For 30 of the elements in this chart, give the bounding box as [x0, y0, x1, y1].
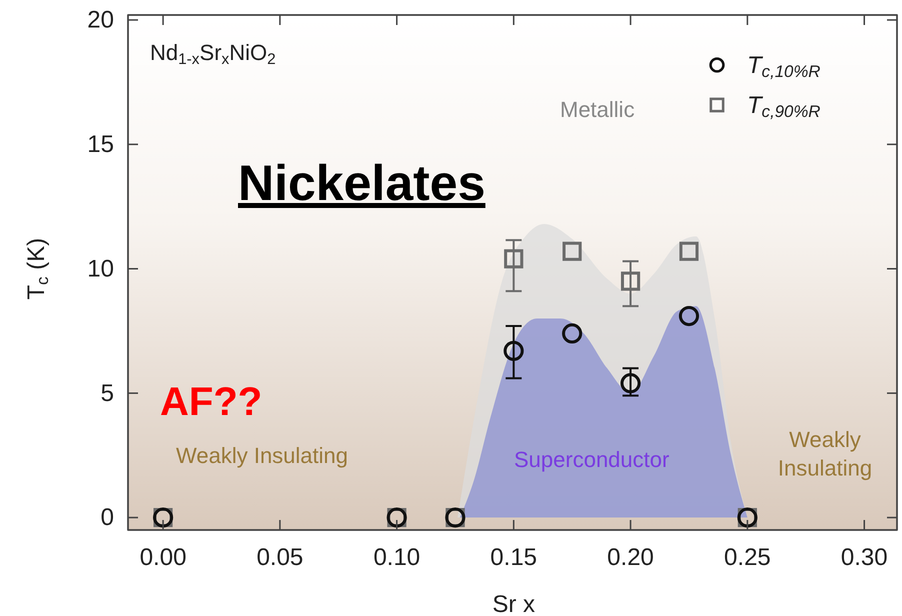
x-tick-label: 0.25	[724, 544, 771, 572]
point	[504, 249, 524, 268]
point	[562, 323, 582, 344]
y-tick-label: 10	[87, 255, 114, 282]
y-tick-label: 0	[100, 504, 114, 532]
annotation: Nd$_{1-x}$Sr$_{x}$NiO$_{2}$	[150, 40, 276, 68]
x-axis-title: Sr x	[492, 591, 536, 616]
y-tick-label: 20	[87, 6, 114, 34]
legend-label: T$_{c,10%R}$	[747, 52, 820, 82]
annotation: Metallic	[560, 97, 635, 122]
annotation: AF??	[160, 380, 262, 424]
point	[678, 306, 700, 326]
x-tick-label: 0.05	[256, 544, 304, 572]
point	[620, 373, 641, 394]
point	[504, 340, 524, 361]
point	[562, 242, 582, 261]
point	[679, 242, 699, 261]
x-tick-label: 0.30	[840, 544, 888, 572]
y-tick-label: 5	[100, 380, 114, 407]
annotation: Nickelates	[238, 155, 486, 211]
point	[620, 272, 640, 291]
x-tick-label: 0.20	[607, 544, 654, 572]
annotation: Superconductor	[514, 447, 670, 472]
annotation: Weakly Insulating	[176, 443, 348, 468]
x-tick-label: 0.10	[373, 544, 420, 572]
legend-label: T$_{c,90%R}$	[747, 92, 820, 122]
annotation: Weakly Insulating	[778, 427, 872, 481]
x-tick-label: 0.15	[490, 544, 538, 572]
x-tick-label: 0.00	[140, 544, 186, 572]
y-tick-label: 15	[87, 131, 114, 158]
